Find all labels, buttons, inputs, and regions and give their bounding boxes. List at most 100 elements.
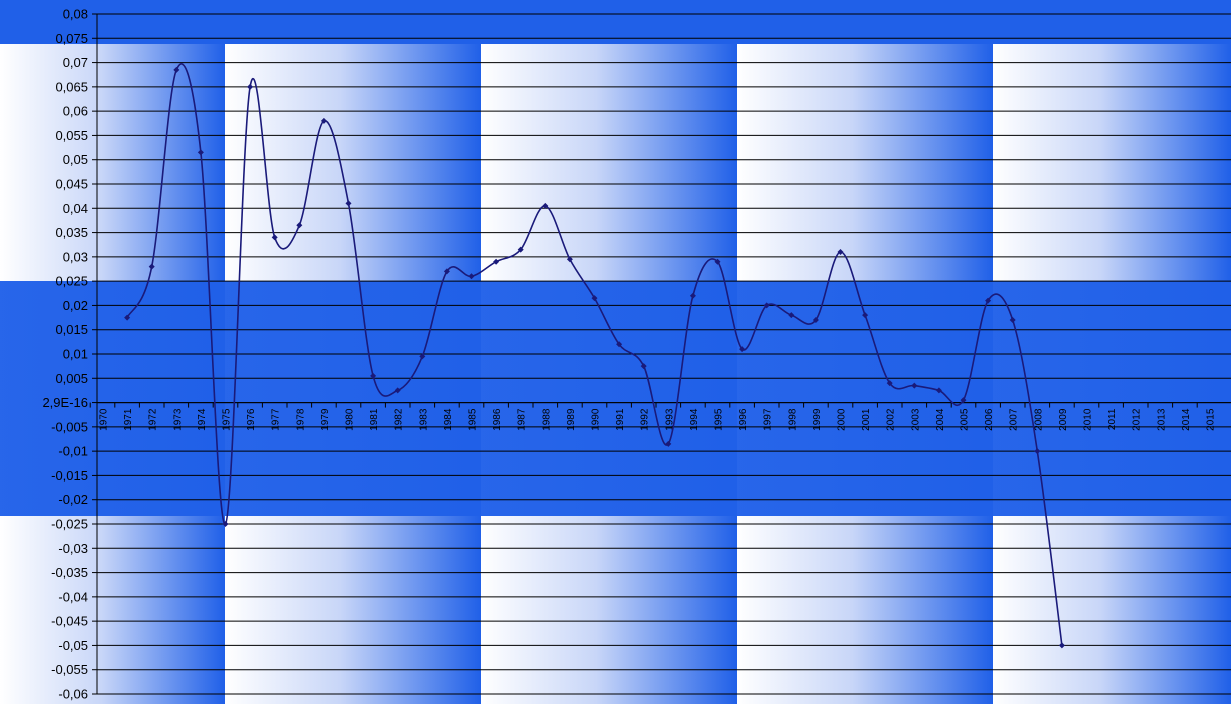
data-point-marker (320, 117, 327, 124)
x-tick-label: 1983 (418, 408, 429, 431)
data-point-marker (739, 346, 746, 353)
background-panel (993, 516, 1231, 704)
x-tick-label: 2009 (1058, 408, 1069, 431)
x-axis-tick-labels: 1970 1971 1972 1973 1974 1975 1976 1977 1978 1979… (99, 408, 1217, 431)
y-tick-label: -0,03 (58, 541, 88, 556)
x-tick-label: 2007 (1009, 408, 1020, 431)
background-panel (737, 44, 993, 281)
background-band-shade (737, 281, 993, 516)
x-tick-label: 1980 (345, 408, 356, 431)
background-band-shade (481, 281, 737, 516)
x-tick-label: 1971 (123, 408, 134, 431)
x-tick-label: 1985 (468, 408, 479, 431)
x-tick-label: 1996 (738, 408, 749, 431)
data-point-marker (812, 317, 819, 323)
y-tick-label: -0,02 (58, 492, 88, 507)
background-panel (225, 516, 481, 704)
y-tick-label: 2,9E-16 (42, 395, 88, 410)
data-point-marker (173, 66, 180, 73)
data-point-marker (616, 341, 623, 348)
x-tick-label: 1982 (394, 408, 405, 431)
background-panel (993, 44, 1231, 281)
data-point-marker (124, 314, 131, 321)
data-point-marker (247, 83, 254, 90)
data-point-marker (1009, 317, 1016, 323)
data-point-marker (1058, 642, 1065, 649)
x-tick-label: 1976 (246, 408, 257, 431)
x-tick-label: 1981 (369, 408, 380, 431)
data-point-marker (419, 353, 426, 360)
x-tick-label: 2013 (1156, 408, 1167, 431)
y-tick-label: 0,07 (63, 55, 88, 70)
x-tick-label: 2015 (1206, 408, 1217, 431)
gridlines (97, 13, 1231, 695)
x-tick-label: 2010 (1083, 408, 1094, 431)
background-band-shade (993, 281, 1231, 516)
y-tick-label: 0,06 (63, 104, 88, 119)
data-point-marker (591, 295, 598, 302)
x-tick-label: 2006 (984, 408, 995, 431)
x-tick-label: 1975 (222, 408, 233, 431)
data-point-marker (960, 397, 967, 404)
axes (89, 13, 1231, 695)
x-tick-label: 2001 (861, 408, 872, 431)
x-tick-label: 2000 (837, 408, 848, 431)
y-tick-label: 0,055 (55, 128, 88, 143)
background-panel (481, 516, 737, 704)
x-tick-label: 1986 (492, 408, 503, 431)
y-tick-label: 0,075 (55, 31, 88, 46)
x-tick-label: 2011 (1107, 408, 1118, 430)
x-tick-label: 1991 (615, 408, 626, 431)
y-tick-label: -0,01 (58, 444, 88, 459)
data-point-marker (862, 312, 869, 319)
x-tick-label: 2003 (910, 408, 921, 431)
x-tick-label: 2004 (935, 408, 946, 431)
background-panel (481, 44, 737, 281)
background-band-shade (225, 281, 481, 516)
y-tick-label: 0,05 (63, 152, 88, 167)
data-point-marker (493, 258, 500, 265)
y-tick-label: -0,05 (58, 638, 88, 653)
x-tick-label: 1987 (517, 408, 528, 431)
y-tick-label: 0,015 (55, 322, 88, 337)
x-tick-label: 1993 (664, 408, 675, 431)
point-markers (124, 66, 1065, 649)
y-tick-label: 0,065 (55, 79, 88, 94)
x-tick-label: 1979 (320, 408, 331, 431)
x-tick-label: 1997 (763, 408, 774, 431)
y-tick-label: 0,025 (55, 274, 88, 289)
y-tick-label: 0,01 (63, 347, 88, 362)
data-point-marker (345, 200, 352, 207)
y-tick-label: -0,005 (51, 419, 88, 434)
y-tick-label: -0,035 (51, 565, 88, 580)
data-point-marker (1034, 448, 1041, 455)
data-point-marker (197, 149, 204, 156)
x-tick-label: 2014 (1181, 408, 1192, 431)
y-tick-label: -0,045 (51, 614, 88, 629)
x-tick-label: 1970 (99, 408, 110, 431)
data-point-marker (886, 380, 893, 387)
y-tick-label: 0,08 (63, 7, 88, 22)
y-tick-label: 0,04 (63, 201, 88, 216)
y-tick-label: -0,015 (51, 468, 88, 483)
data-point-marker (837, 249, 844, 255)
y-tick-label: 0,005 (55, 371, 88, 386)
data-point-marker (985, 297, 992, 304)
x-tick-label: 2012 (1132, 408, 1143, 431)
y-tick-label: 0,045 (55, 177, 88, 192)
x-tick-label: 1984 (443, 408, 454, 431)
data-point-marker (222, 521, 229, 527)
x-tick-label: 1992 (640, 408, 651, 431)
data-point-marker (517, 246, 524, 253)
x-tick-label: 1973 (172, 408, 183, 431)
y-tick-label: -0,04 (58, 589, 88, 604)
data-point-marker (296, 222, 303, 229)
data-point-marker (468, 273, 475, 280)
x-tick-label: 1998 (787, 408, 798, 431)
data-point-marker (394, 387, 401, 394)
x-tick-label: 1972 (148, 408, 159, 431)
x-tick-label: 1994 (689, 408, 700, 431)
y-tick-label: -0,055 (51, 662, 88, 677)
